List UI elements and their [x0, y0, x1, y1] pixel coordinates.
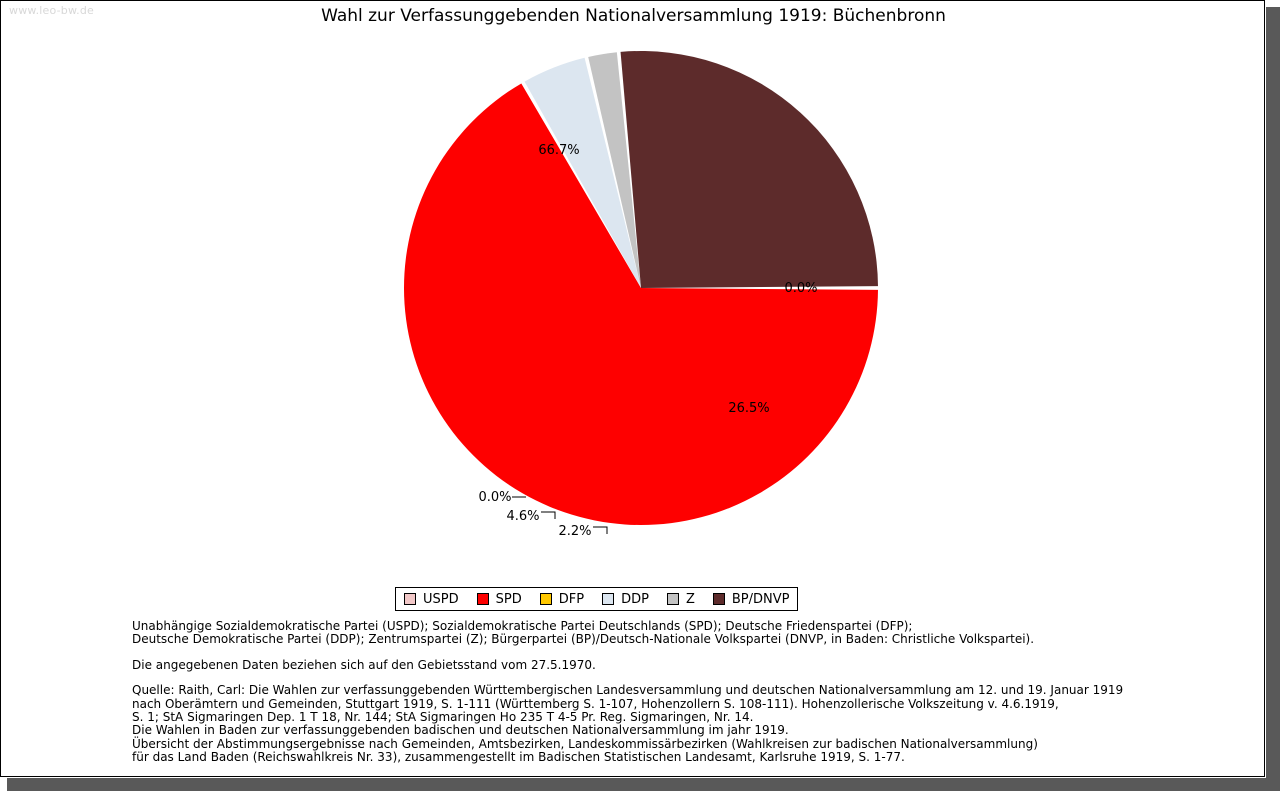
legend-swatch-icon: [539, 593, 552, 605]
footnote-line: Übersicht der Abstimmungsergebnisse nach…: [132, 736, 1038, 751]
legend-entry-ddp[interactable]: DDP: [602, 592, 649, 607]
legend-label: Z: [685, 591, 695, 607]
legend-label: SPD: [495, 591, 522, 607]
chart-canvas: www.leo-bw.de Wahl zur Verfassunggebende…: [0, 0, 1265, 777]
legend-entry-dfp[interactable]: DFP: [539, 591, 585, 607]
pie-chart: 66.7% 26.5% 0.0% 0.0% 4.6% 2.2%: [403, 50, 878, 539]
legend-entry-uspd[interactable]: USPD: [404, 592, 459, 607]
legend-entry-bp-dnvp[interactable]: BP/DNVP: [712, 591, 790, 607]
legend-entry-z[interactable]: Z: [666, 591, 695, 607]
pie-label-dfp: 0.0%: [784, 281, 817, 296]
footnote-parties: Unabhängige Sozialdemokratische Partei (…: [132, 619, 1123, 647]
site-watermark: www.leo-bw.de: [9, 4, 95, 17]
footnote-line: Die angegebenen Daten beziehen sich auf …: [132, 657, 596, 672]
footnote-line: Die Wahlen in Baden zur verfassunggebend…: [132, 723, 789, 738]
legend-swatch-icon: [476, 593, 489, 605]
legend-swatch-icon: [712, 593, 725, 605]
pie-leader-ddp: [541, 511, 556, 519]
legend-label: DFP: [558, 591, 585, 607]
pie-slice-ddp[interactable]: [524, 57, 641, 289]
pie-label-z: 2.2%: [558, 524, 591, 539]
legend-swatch-icon: [404, 593, 416, 605]
pie-label-spd: 66.7%: [538, 143, 579, 158]
pie-label-bp-dnvp: 26.5%: [728, 401, 769, 416]
pie-slice-bp-dnvp[interactable]: [620, 50, 878, 289]
footnote-line: S. 1; StA Sigmaringen Dep. 1 T 18, Nr. 1…: [132, 710, 754, 725]
pie-label-ddp: 4.6%: [506, 509, 539, 524]
window-shadow-right: [1266, 7, 1280, 791]
chart-legend: USPD SPD DFP DDP Z BP/DNVP: [395, 587, 799, 611]
footnote-territory: Die angegebenen Daten beziehen sich auf …: [132, 657, 1123, 672]
footnotes: Unabhängige Sozialdemokratische Partei (…: [132, 619, 1124, 765]
footnote-line: Unabhängige Sozialdemokratische Partei (…: [132, 619, 913, 633]
footnote-line: Quelle: Raith, Carl: Die Wahlen zur verf…: [132, 683, 1124, 698]
window-shadow-bottom: [7, 778, 1280, 791]
legend-swatch-icon: [666, 593, 679, 605]
footnote-line: Deutsche Demokratische Partei (DDP); Zen…: [132, 632, 1035, 647]
legend-label: USPD: [423, 591, 459, 607]
legend-label: DDP: [621, 591, 649, 607]
pie-slice-z[interactable]: [588, 52, 641, 289]
pie-slice-spd[interactable]: [403, 83, 878, 526]
footnote-line: nach Oberämtern und Gemeinden, Stuttgart…: [132, 696, 1059, 711]
pie-label-uspd: 0.0%: [478, 490, 511, 505]
footnote-line: für das Land Baden (Reichswahlkreis Nr. …: [132, 750, 905, 765]
chart-title: Wahl zur Verfassunggebenden Nationalvers…: [321, 6, 946, 26]
legend-swatch-icon: [602, 593, 615, 605]
pie-leader-z: [593, 526, 608, 534]
legend-entry-spd[interactable]: SPD: [476, 591, 522, 607]
footnote-source: Quelle: Raith, Carl: Die Wahlen zur verf…: [132, 683, 1124, 765]
legend-label: BP/DNVP: [731, 591, 790, 607]
